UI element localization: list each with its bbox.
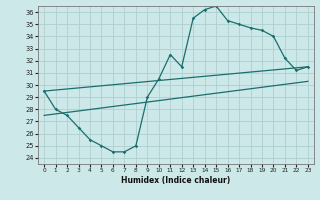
X-axis label: Humidex (Indice chaleur): Humidex (Indice chaleur) xyxy=(121,176,231,185)
